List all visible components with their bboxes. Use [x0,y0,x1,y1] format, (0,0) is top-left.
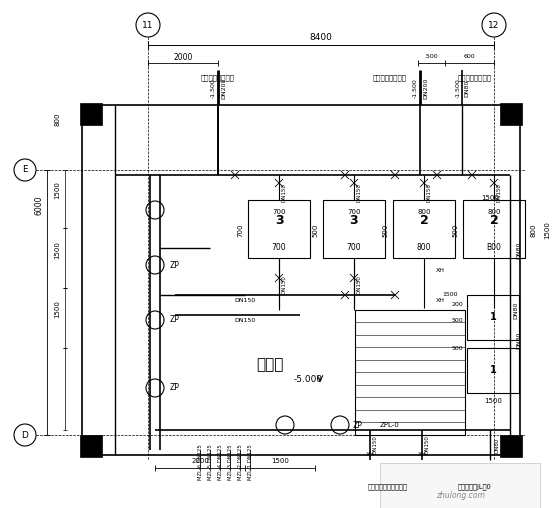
Text: 接室外消防贮水池: 接室外消防贮水池 [373,75,407,81]
Text: DN200: DN200 [423,77,428,99]
Text: XH: XH [366,453,375,458]
Text: 1500: 1500 [54,241,60,259]
Text: ZP: ZP [170,315,180,325]
Text: ZP: ZP [353,421,363,429]
Text: DN150: DN150 [282,275,287,295]
Text: 接给水立管JL－0: 接给水立管JL－0 [458,484,492,490]
Text: 500: 500 [382,224,388,237]
Bar [80,103,102,125]
Text: MZL-4 DN125: MZL-4 DN125 [217,444,222,480]
Text: 8400: 8400 [310,34,333,43]
Text: 2: 2 [419,214,428,228]
Text: 12: 12 [488,20,500,29]
Text: 600: 600 [464,54,475,59]
Text: E: E [22,166,28,175]
Text: 1500: 1500 [481,195,499,201]
Text: DN80: DN80 [516,241,521,259]
Text: 700: 700 [347,209,361,215]
Text: -1.500: -1.500 [211,78,216,98]
Text: DN80: DN80 [464,79,469,97]
Text: XH: XH [436,268,445,272]
Text: D: D [22,430,29,439]
Text: 1500: 1500 [442,293,458,298]
Text: DN80: DN80 [516,331,521,348]
Text: MZL-2 DN125: MZL-2 DN125 [237,444,242,480]
Text: DN150: DN150 [357,183,362,202]
Text: 800: 800 [417,242,431,251]
Text: 800: 800 [487,209,501,215]
Text: 楼室内消火栓给水干管: 楼室内消火栓给水干管 [368,484,408,490]
Text: 500: 500 [312,224,318,237]
Text: 3: 3 [349,214,358,228]
Text: XH: XH [436,298,445,302]
Bar [380,463,540,508]
Bar [323,200,385,258]
Text: 2000: 2000 [191,458,209,464]
Text: 700: 700 [272,209,286,215]
Text: 800: 800 [54,112,60,126]
Text: ZP: ZP [170,261,180,270]
Text: -1.500: -1.500 [455,78,460,98]
Text: ZP: ZP [170,384,180,393]
Text: 接室外消防贮水池: 接室外消防贮水池 [201,75,235,81]
Bar [82,105,520,455]
Text: -5.000: -5.000 [293,375,323,385]
Text: zhulong.com: zhulong.com [436,491,484,499]
Text: ZPL-0: ZPL-0 [380,422,400,428]
Text: 6000: 6000 [35,196,44,215]
Text: 800: 800 [530,223,536,237]
Bar [355,310,465,435]
Text: DN150: DN150 [282,183,287,202]
Text: MZL-6 DN125: MZL-6 DN125 [198,444,203,480]
Text: 2: 2 [489,214,498,228]
Text: 1500: 1500 [544,221,550,239]
Bar [467,295,519,340]
Text: MZL-5 DN125: MZL-5 DN125 [208,444,212,480]
Text: B00: B00 [487,242,501,251]
Text: 1500: 1500 [271,458,289,464]
Text: DN150: DN150 [235,318,255,323]
Text: 700: 700 [272,242,286,251]
Text: 水泵房: 水泵房 [256,358,284,372]
Text: 1: 1 [489,312,496,322]
Text: DN200: DN200 [222,77,226,99]
Bar [393,200,455,258]
Text: DN150: DN150 [372,435,377,455]
Text: -1.500: -1.500 [413,78,418,98]
Bar [500,103,522,125]
Bar [467,348,519,393]
Bar [80,435,102,457]
Text: 800: 800 [417,209,431,215]
Text: 500: 500 [451,318,463,323]
Text: DN150: DN150 [235,298,255,302]
Text: DN150: DN150 [497,183,502,202]
Bar [500,435,522,457]
Text: XH: XH [418,453,427,458]
Text: 700: 700 [347,242,361,251]
Text: 700: 700 [237,223,243,237]
Text: DN80: DN80 [494,437,500,453]
Text: 1: 1 [489,365,496,375]
Text: 200: 200 [451,302,463,307]
Text: 500: 500 [451,345,463,351]
Text: DN150: DN150 [357,275,362,295]
Bar [463,200,525,258]
Bar [248,200,310,258]
Text: 1500: 1500 [484,398,502,404]
Text: MZL-3 DN125: MZL-3 DN125 [227,444,232,480]
Text: .500: .500 [424,54,438,59]
Text: 接室外生活贮水池: 接室外生活贮水池 [458,75,492,81]
Text: 3: 3 [275,214,283,228]
Text: 2000: 2000 [173,52,193,61]
Text: DN150: DN150 [427,183,432,202]
Text: DN80: DN80 [514,301,519,319]
Text: 500: 500 [452,224,458,237]
Text: 1500: 1500 [54,300,60,318]
Text: 1500: 1500 [54,181,60,199]
Text: 11: 11 [142,20,154,29]
Text: DN150: DN150 [424,435,430,455]
Text: MZL-1 DN125: MZL-1 DN125 [248,444,253,480]
